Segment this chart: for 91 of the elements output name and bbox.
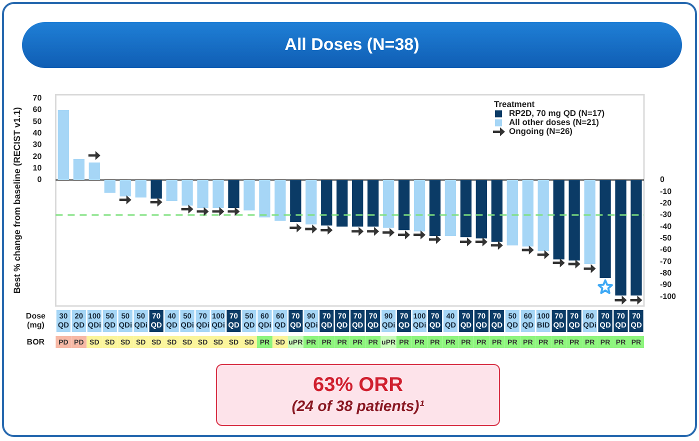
bar bbox=[382, 180, 394, 228]
x-axis-title: Dose (mg) bbox=[26, 312, 46, 330]
bar bbox=[166, 180, 178, 201]
point bbox=[522, 245, 534, 254]
text: (24 of 38 patients)¹ bbox=[292, 398, 424, 417]
bar bbox=[306, 180, 317, 224]
y-axis-title: Best % change from baseline (RECIST v1.1) bbox=[12, 107, 22, 294]
bar bbox=[73, 158, 84, 180]
y-tick-label: 60 bbox=[32, 105, 42, 114]
y2-tick-label: 0 bbox=[660, 175, 665, 184]
point bbox=[305, 224, 318, 234]
point bbox=[428, 234, 441, 244]
y-tick-label: 30 bbox=[32, 140, 42, 150]
chart-title: All Doses (N=38) bbox=[22, 22, 682, 68]
bar bbox=[538, 180, 549, 252]
point bbox=[290, 223, 302, 232]
point bbox=[537, 250, 550, 260]
y2-tick-label: -30 bbox=[660, 210, 672, 220]
bar bbox=[414, 180, 426, 232]
legend-label: All other doses (N=21) bbox=[508, 117, 600, 128]
bar bbox=[429, 180, 441, 236]
point bbox=[414, 230, 426, 240]
point bbox=[119, 195, 132, 204]
bar bbox=[321, 180, 332, 226]
bar bbox=[522, 180, 534, 246]
bar bbox=[336, 180, 348, 227]
point bbox=[398, 230, 410, 240]
point bbox=[630, 296, 642, 305]
text: 63% ORR bbox=[312, 373, 404, 398]
bar bbox=[584, 180, 596, 264]
bar bbox=[135, 180, 146, 198]
bar bbox=[506, 180, 518, 246]
point bbox=[352, 226, 364, 236]
bar bbox=[476, 180, 488, 238]
bar bbox=[398, 180, 410, 230]
bar bbox=[444, 180, 456, 236]
y2-tick-label: -80 bbox=[660, 268, 672, 278]
y2-tick-label: -20 bbox=[660, 198, 672, 208]
point bbox=[475, 237, 488, 246]
y2-tick-label: -60 bbox=[660, 245, 672, 254]
bar bbox=[367, 180, 379, 227]
point bbox=[382, 228, 395, 237]
y-tick-label: 10 bbox=[32, 164, 42, 173]
bar bbox=[150, 180, 162, 199]
bar bbox=[290, 180, 302, 222]
y2-tick-label: -70 bbox=[660, 256, 672, 266]
point bbox=[584, 264, 596, 274]
bar bbox=[615, 180, 626, 296]
point bbox=[320, 226, 333, 235]
y-tick-label: 70 bbox=[32, 94, 42, 103]
y-tick-label: 40 bbox=[32, 128, 42, 138]
point bbox=[181, 204, 194, 214]
legend-label: RP2D, 70 mg QD (N=17) bbox=[508, 108, 605, 118]
y2-tick-label: -90 bbox=[660, 280, 672, 290]
y2-tick-label: -100 bbox=[660, 292, 677, 301]
y-tick-label: 50 bbox=[32, 116, 42, 126]
bar bbox=[244, 180, 255, 210]
y2-tick-label: -40 bbox=[660, 222, 672, 231]
bar bbox=[630, 180, 642, 296]
point bbox=[367, 226, 380, 236]
y-tick-label: 0 bbox=[37, 175, 42, 184]
bar bbox=[274, 180, 286, 221]
bar bbox=[600, 180, 611, 278]
point bbox=[228, 206, 240, 216]
bar bbox=[553, 180, 564, 260]
point bbox=[150, 198, 162, 207]
bar bbox=[197, 180, 208, 208]
y-tick-label: 20 bbox=[32, 152, 42, 161]
y2-tick-label: -10 bbox=[660, 186, 672, 196]
point bbox=[88, 150, 100, 160]
point bbox=[614, 296, 627, 305]
bar bbox=[228, 180, 240, 208]
point bbox=[598, 279, 613, 294]
bar bbox=[460, 180, 472, 238]
bar bbox=[182, 180, 193, 206]
bar bbox=[88, 162, 100, 180]
point bbox=[490, 240, 503, 250]
text: BOR bbox=[26, 338, 45, 347]
bar bbox=[120, 180, 131, 196]
bar bbox=[104, 180, 116, 193]
bar bbox=[491, 180, 502, 242]
bar bbox=[259, 180, 270, 218]
bar bbox=[212, 180, 224, 208]
legend-label: Ongoing (N=26) bbox=[508, 126, 573, 136]
bar bbox=[352, 180, 364, 227]
point bbox=[460, 237, 472, 246]
y2-tick-label: -50 bbox=[660, 234, 672, 243]
bar bbox=[568, 180, 580, 260]
legend-title: Treatment bbox=[494, 99, 535, 110]
bar bbox=[58, 110, 70, 180]
point bbox=[552, 258, 565, 268]
